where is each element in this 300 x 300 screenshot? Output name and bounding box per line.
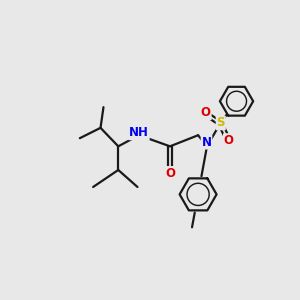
- Text: O: O: [166, 167, 176, 180]
- Text: S: S: [217, 116, 225, 129]
- Text: N: N: [202, 136, 212, 149]
- Text: NH: NH: [129, 126, 149, 140]
- Text: O: O: [224, 134, 234, 147]
- Text: O: O: [201, 106, 211, 119]
